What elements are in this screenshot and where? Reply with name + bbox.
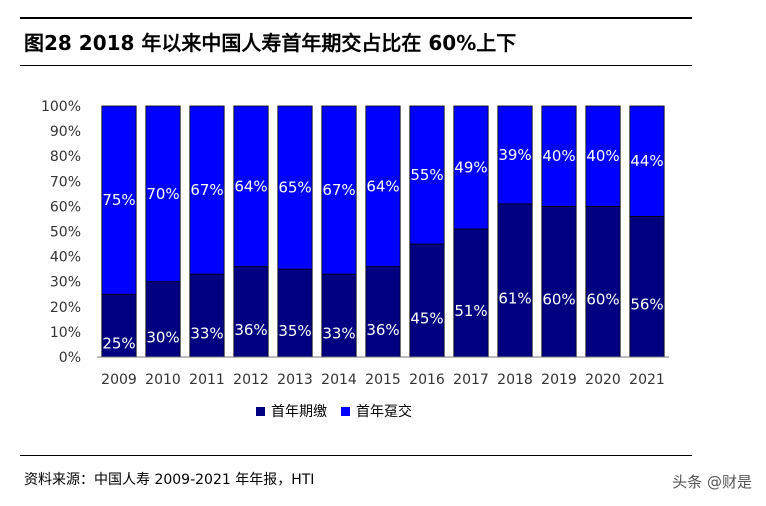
- data-label: 36%: [234, 321, 267, 339]
- x-tick-label: 2016: [409, 372, 445, 388]
- data-label: 49%: [454, 158, 487, 176]
- top-rule: [20, 17, 692, 19]
- data-label: 60%: [586, 291, 619, 309]
- data-label: 67%: [322, 181, 355, 199]
- bar-segment: [321, 105, 357, 275]
- data-label: 25%: [102, 335, 135, 353]
- bar-segment: [629, 105, 665, 217]
- bar-segment: [497, 203, 533, 358]
- data-label: 56%: [630, 296, 663, 314]
- data-label: 55%: [410, 166, 443, 184]
- bar-segment: [497, 105, 533, 205]
- bar-segment: [145, 105, 181, 283]
- bar-segment: [629, 216, 665, 358]
- bar-segment: [409, 105, 445, 245]
- source-note: 资料来源：中国人寿 2009-2021 年年报，HTI: [24, 472, 315, 488]
- y-tick-label: 60%: [50, 199, 81, 215]
- data-label: 70%: [146, 185, 179, 203]
- data-label: 33%: [190, 325, 223, 343]
- data-label: 65%: [278, 179, 311, 197]
- legend-item-series-2: 首年趸交: [341, 401, 412, 421]
- data-label: 33%: [322, 325, 355, 343]
- bar-segment: [541, 105, 577, 207]
- data-label: 51%: [454, 302, 487, 320]
- data-label: 75%: [102, 191, 135, 209]
- x-tick-label: 2012: [233, 372, 269, 388]
- bar-segment: [453, 228, 489, 358]
- x-tick-label: 2009: [101, 372, 137, 388]
- bar-segment: [101, 105, 137, 295]
- data-label: 64%: [234, 177, 267, 195]
- y-tick-label: 90%: [50, 124, 81, 140]
- data-label: 40%: [542, 147, 575, 165]
- x-tick-label: 2020: [585, 372, 621, 388]
- legend-swatch-series-1: [256, 406, 265, 416]
- x-tick-label: 2013: [277, 372, 313, 388]
- x-tick-label: 2010: [145, 372, 181, 388]
- x-tick-label: 2011: [189, 372, 225, 388]
- bar-segment: [365, 105, 401, 268]
- data-label: 60%: [542, 291, 575, 309]
- title-rule: [20, 65, 692, 66]
- chart-title: 图28 2018 年以来中国人寿首年期交占比在 60%上下: [24, 31, 517, 55]
- data-label: 39%: [498, 146, 531, 164]
- legend: 首年期缴 首年趸交: [256, 401, 426, 421]
- y-tick-label: 80%: [50, 149, 81, 165]
- data-label: 61%: [498, 289, 531, 307]
- data-label: 36%: [366, 321, 399, 339]
- bar-segment: [585, 205, 621, 358]
- legend-label-series-1: 首年期缴: [271, 404, 327, 420]
- x-tick-label: 2014: [321, 372, 357, 388]
- x-tick-label: 2017: [453, 372, 489, 388]
- y-tick-label: 40%: [50, 250, 81, 266]
- bar-segment: [585, 105, 621, 207]
- y-tick-label: 100%: [41, 99, 81, 115]
- bar-segment: [101, 293, 137, 358]
- data-label: 45%: [410, 310, 443, 328]
- data-label: 35%: [278, 322, 311, 340]
- y-tick-label: 50%: [50, 225, 81, 241]
- legend-label-series-2: 首年趸交: [356, 404, 412, 420]
- bar-segment: [365, 266, 401, 358]
- x-tick-label: 2015: [365, 372, 401, 388]
- bar-segment: [277, 105, 313, 270]
- bar-segment: [233, 266, 269, 358]
- y-tick-label: 20%: [50, 300, 81, 316]
- y-tick-label: 10%: [50, 325, 81, 341]
- y-tick-label: 0%: [59, 350, 81, 366]
- legend-swatch-series-2: [341, 406, 350, 416]
- data-label: 44%: [630, 152, 663, 170]
- legend-item-series-1: 首年期缴: [256, 401, 327, 421]
- x-tick-label: 2021: [629, 372, 665, 388]
- y-tick-label: 70%: [50, 174, 81, 190]
- bar-segment: [541, 205, 577, 358]
- bar-segment: [189, 273, 225, 358]
- watermark-text: 头条 @财是: [672, 473, 752, 491]
- bar-segment: [233, 105, 269, 268]
- footer-rule: [20, 455, 692, 456]
- data-label: 67%: [190, 181, 223, 199]
- bar-segment: [277, 268, 313, 358]
- bar-segment: [453, 105, 489, 230]
- x-tick-label: 2019: [541, 372, 577, 388]
- y-tick-label: 30%: [50, 275, 81, 291]
- bar-segment: [189, 105, 225, 275]
- data-label: 64%: [366, 177, 399, 195]
- data-label: 30%: [146, 328, 179, 346]
- x-tick-label: 2018: [497, 372, 533, 388]
- data-label: 40%: [586, 147, 619, 165]
- bar-segment: [409, 243, 445, 358]
- bar-segment: [321, 273, 357, 358]
